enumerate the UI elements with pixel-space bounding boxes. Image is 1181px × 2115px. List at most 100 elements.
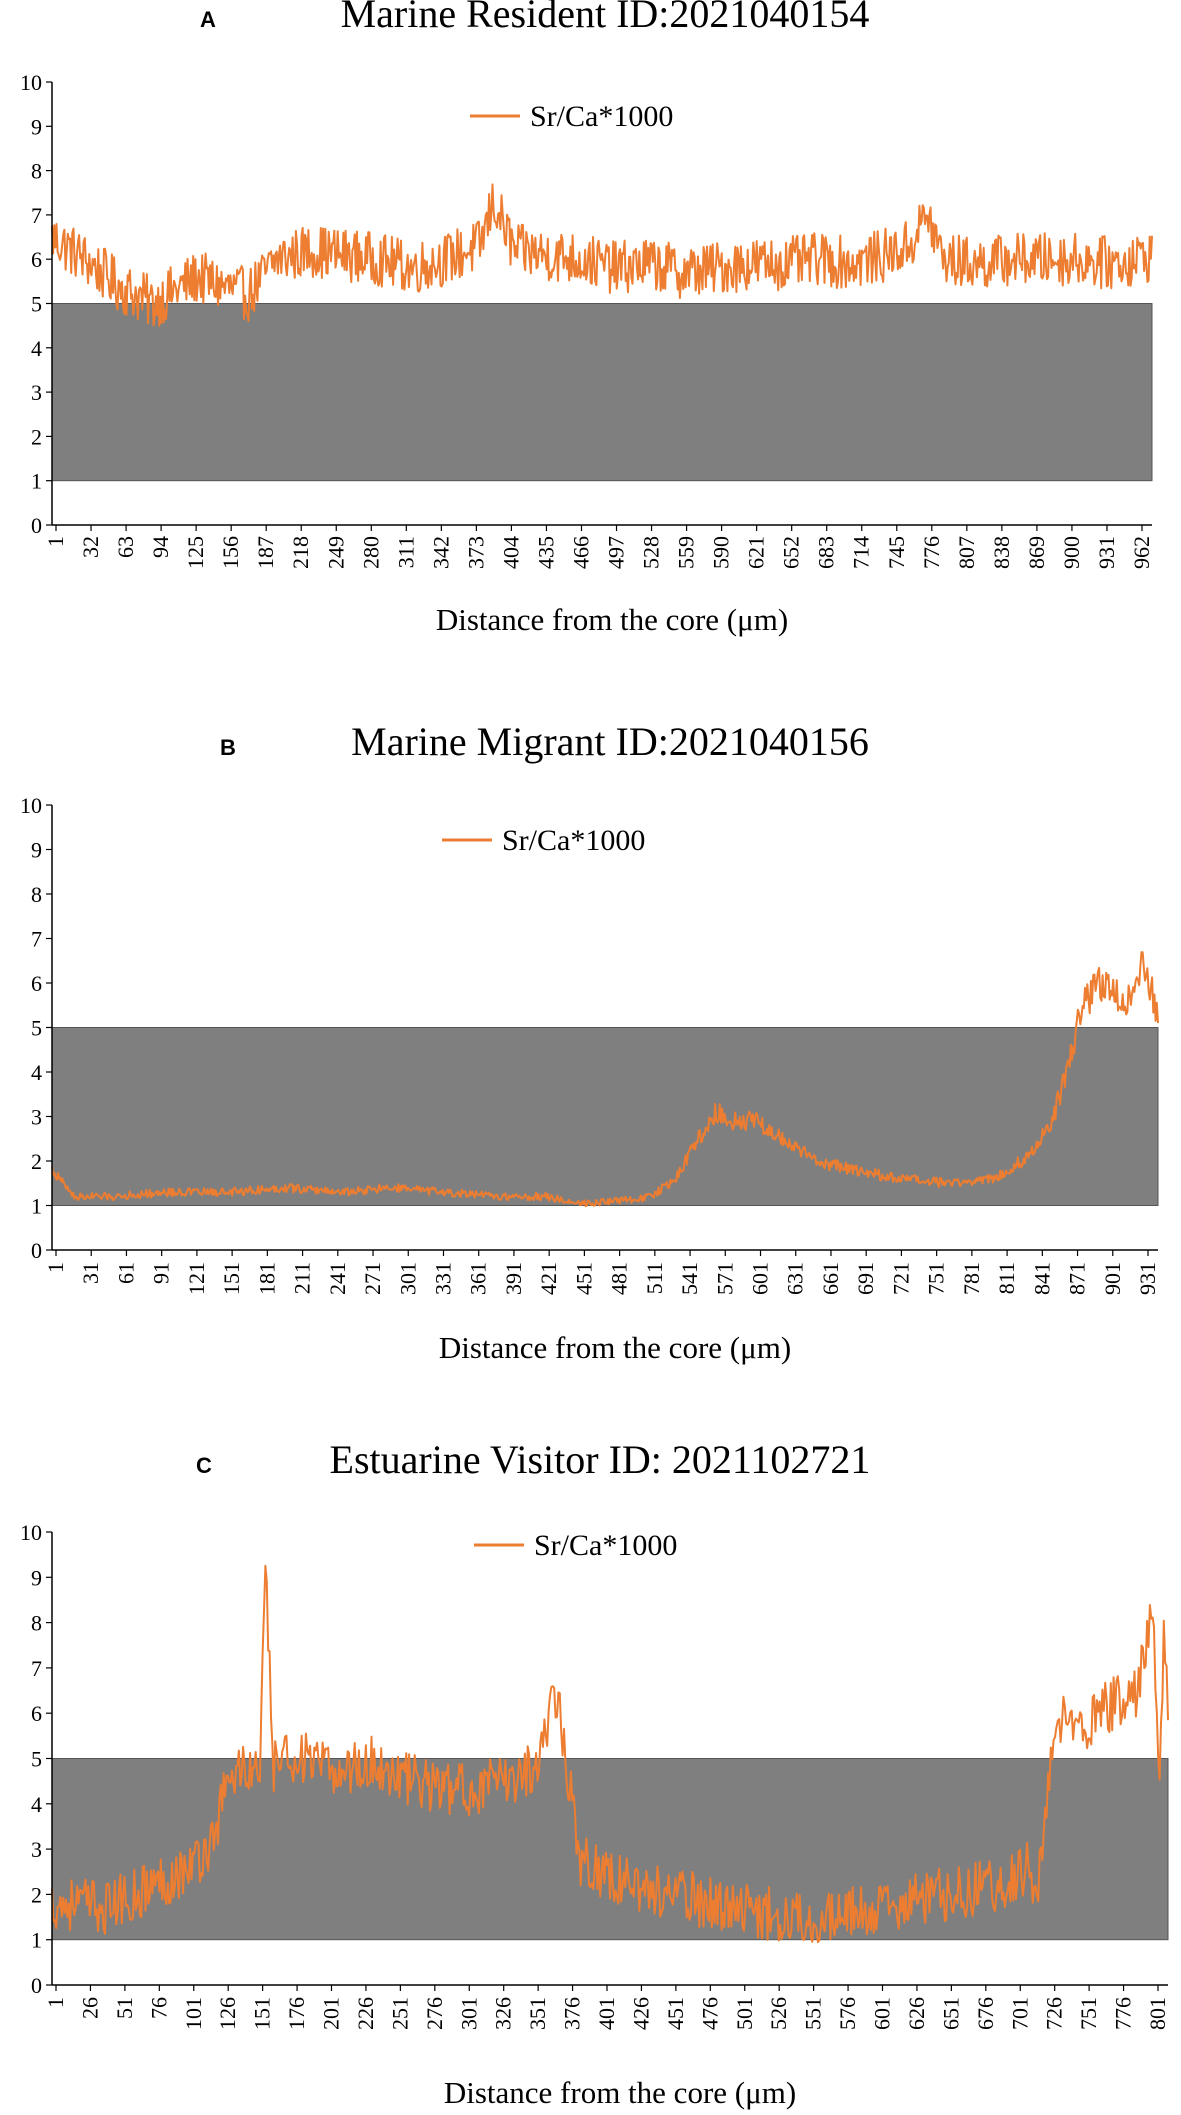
x-tick-label: 121 bbox=[184, 1262, 209, 1295]
y-tick-label: 7 bbox=[31, 1656, 42, 1681]
x-tick-label: 241 bbox=[325, 1262, 350, 1295]
x-tick-label: 526 bbox=[766, 1997, 791, 2030]
y-tick-label: 5 bbox=[31, 1747, 42, 1772]
y-tick-label: 10 bbox=[20, 70, 42, 95]
x-tick-label: 61 bbox=[113, 1262, 138, 1284]
x-tick-label: 751 bbox=[1076, 1997, 1101, 2030]
x-tick-label: 551 bbox=[801, 1997, 826, 2030]
x-tick-label: 51 bbox=[112, 1997, 137, 2019]
x-tick-label: 590 bbox=[709, 536, 734, 569]
panel-c: C Estuarine Visitor ID: 2021102721 01234… bbox=[20, 1437, 1170, 2110]
x-tick-label: 807 bbox=[954, 536, 979, 569]
x-tick-label: 126 bbox=[215, 1997, 240, 2030]
x-tick-label: 541 bbox=[677, 1262, 702, 1295]
x-tick-label: 497 bbox=[604, 536, 629, 569]
x-tick-label: 869 bbox=[1024, 536, 1049, 569]
series-line bbox=[51, 1564, 1169, 1944]
x-tick-label: 701 bbox=[1007, 1997, 1032, 2030]
y-tick-label: 5 bbox=[31, 1016, 42, 1041]
y-tick-label: 2 bbox=[31, 424, 42, 449]
y-tick-label: 5 bbox=[31, 292, 42, 317]
x-tick-label: 421 bbox=[536, 1262, 561, 1295]
x-tick-label: 301 bbox=[395, 1262, 420, 1295]
y-tick-label: 0 bbox=[31, 1973, 42, 1998]
panel-letter: C bbox=[196, 1453, 212, 1478]
x-tick-label: 156 bbox=[218, 536, 243, 569]
x-tick-label: 901 bbox=[1100, 1262, 1125, 1295]
x-tick-label: 631 bbox=[783, 1262, 808, 1295]
y-tick-label: 6 bbox=[31, 247, 42, 272]
x-tick-label: 151 bbox=[219, 1262, 244, 1295]
x-tick-label: 661 bbox=[818, 1262, 843, 1295]
x-tick-label: 401 bbox=[594, 1997, 619, 2030]
x-tick-label: 342 bbox=[428, 536, 453, 569]
x-tick-label: 101 bbox=[181, 1997, 206, 2030]
x-tick-label: 32 bbox=[78, 536, 103, 558]
x-tick-label: 276 bbox=[422, 1997, 447, 2030]
x-tick-label: 621 bbox=[744, 536, 769, 569]
chart-title: Marine Migrant ID:2021040156 bbox=[351, 719, 869, 764]
x-tick-label: 201 bbox=[319, 1997, 344, 2030]
series-line bbox=[51, 183, 1153, 327]
x-tick-label: 176 bbox=[284, 1997, 309, 2030]
panel-letter: A bbox=[200, 7, 216, 32]
x-tick-label: 373 bbox=[463, 536, 488, 569]
y-tick-label: 9 bbox=[31, 1565, 42, 1590]
x-tick-label: 781 bbox=[959, 1262, 984, 1295]
legend-label: Sr/Ca*1000 bbox=[502, 824, 645, 857]
x-tick-label: 404 bbox=[498, 536, 523, 569]
x-tick-label: 751 bbox=[924, 1262, 949, 1295]
x-tick-label: 776 bbox=[1111, 1997, 1136, 2030]
x-axis-label: Distance from the core (μm) bbox=[439, 1330, 791, 1365]
x-tick-label: 476 bbox=[697, 1997, 722, 2030]
x-tick-label: 91 bbox=[149, 1262, 174, 1284]
x-tick-label: 838 bbox=[989, 536, 1014, 569]
x-tick-label: 26 bbox=[77, 1997, 102, 2019]
y-tick-label: 0 bbox=[31, 513, 42, 538]
y-tick-label: 4 bbox=[31, 1060, 42, 1085]
y-tick-label: 8 bbox=[31, 882, 42, 907]
y-tick-label: 3 bbox=[31, 1837, 42, 1862]
x-tick-label: 511 bbox=[642, 1262, 667, 1294]
x-tick-label: 226 bbox=[353, 1997, 378, 2030]
x-tick-label: 311 bbox=[393, 536, 418, 568]
y-tick-label: 3 bbox=[31, 1105, 42, 1130]
panel-a: A Marine Resident ID:2021040154 01234567… bbox=[20, 0, 1154, 637]
x-tick-label: 691 bbox=[853, 1262, 878, 1295]
x-tick-label: 683 bbox=[814, 536, 839, 569]
x-tick-label: 435 bbox=[533, 536, 558, 569]
y-tick-label: 8 bbox=[31, 159, 42, 184]
x-tick-label: 331 bbox=[430, 1262, 455, 1295]
y-tick-label: 10 bbox=[20, 793, 42, 818]
x-tick-label: 151 bbox=[250, 1997, 275, 2030]
x-tick-label: 271 bbox=[360, 1262, 385, 1295]
x-tick-label: 962 bbox=[1129, 536, 1154, 569]
x-tick-label: 1 bbox=[43, 1262, 68, 1273]
x-tick-label: 528 bbox=[639, 536, 664, 569]
y-tick-label: 6 bbox=[31, 971, 42, 996]
x-tick-label: 251 bbox=[387, 1997, 412, 2030]
x-tick-label: 1 bbox=[43, 1997, 68, 2008]
x-tick-label: 361 bbox=[466, 1262, 491, 1295]
x-tick-label: 280 bbox=[358, 536, 383, 569]
legend-label: Sr/Ca*1000 bbox=[530, 100, 673, 133]
y-tick-label: 4 bbox=[31, 1792, 42, 1817]
x-axis-label: Distance from the core (μm) bbox=[436, 602, 788, 637]
legend-label: Sr/Ca*1000 bbox=[534, 1529, 677, 1562]
x-tick-label: 466 bbox=[568, 536, 593, 569]
x-tick-label: 676 bbox=[973, 1997, 998, 2030]
x-axis-label: Distance from the core (μm) bbox=[444, 2075, 796, 2110]
chart-title: Estuarine Visitor ID: 2021102721 bbox=[330, 1437, 871, 1482]
x-tick-label: 326 bbox=[491, 1997, 516, 2030]
y-tick-label: 7 bbox=[31, 203, 42, 228]
x-tick-label: 218 bbox=[288, 536, 313, 569]
y-tick-label: 4 bbox=[31, 336, 42, 361]
x-tick-label: 391 bbox=[501, 1262, 526, 1295]
y-tick-label: 7 bbox=[31, 927, 42, 952]
y-tick-label: 10 bbox=[20, 1520, 42, 1545]
shaded-band bbox=[51, 1758, 1169, 1941]
x-tick-label: 187 bbox=[253, 536, 278, 569]
y-tick-label: 6 bbox=[31, 1701, 42, 1726]
